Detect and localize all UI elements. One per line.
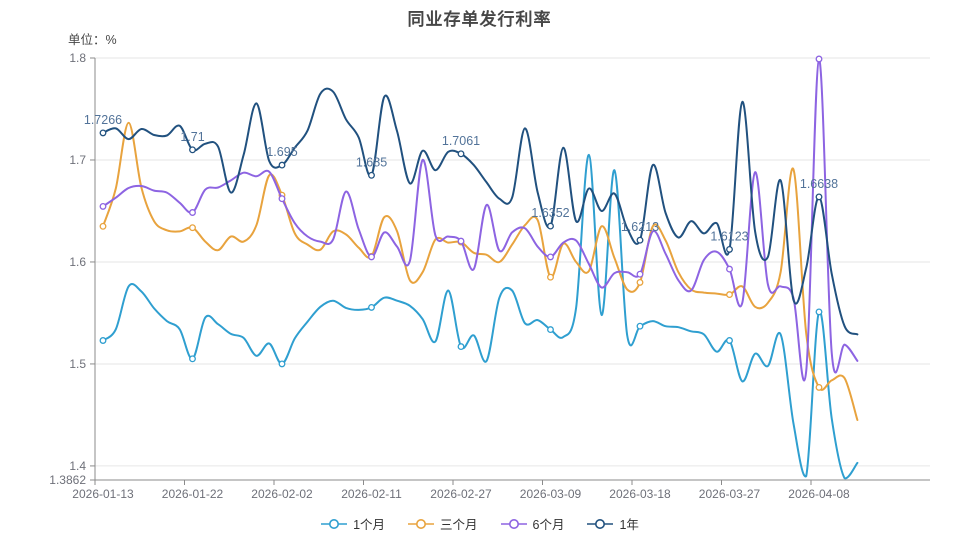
data-point-marker	[189, 355, 196, 363]
svg-text:1.71: 1.71	[180, 130, 204, 144]
data-point-marker	[726, 265, 733, 273]
data-point-marker	[636, 236, 644, 244]
svg-text:1.685: 1.685	[356, 155, 387, 169]
data-point-marker	[457, 237, 465, 245]
svg-text:1.6352: 1.6352	[531, 206, 569, 220]
data-point-marker	[815, 193, 823, 201]
svg-text:1.7266: 1.7266	[84, 113, 122, 127]
data-point-marker	[368, 303, 375, 311]
svg-text:2026-03-18: 2026-03-18	[609, 487, 671, 501]
data-point-marker	[726, 245, 733, 253]
data-point-marker	[636, 270, 644, 278]
legend-item-1个月[interactable]: 1个月	[320, 514, 385, 533]
svg-text:2026-01-13: 2026-01-13	[72, 487, 134, 501]
data-point-marker	[636, 322, 644, 330]
data-point-marker	[189, 146, 196, 154]
svg-text:1.7: 1.7	[69, 153, 86, 167]
legend-item-6个月[interactable]: 6个月	[500, 514, 565, 533]
legend-label: 1年	[619, 518, 639, 532]
legend-line-marker-icon	[500, 518, 527, 529]
svg-text:1.8: 1.8	[69, 51, 86, 65]
series-line-三个月	[102, 121, 859, 421]
y-axis-labels: 1.8 1.7 1.6 1.5 1.41.3862	[49, 51, 95, 487]
data-point-marker	[547, 253, 554, 261]
chart-title: 同业存单发行利率	[407, 10, 552, 29]
data-point-marker	[457, 150, 465, 158]
data-point-marker	[99, 202, 107, 210]
data-point-marker	[726, 291, 733, 299]
unit-label: 单位：%	[68, 33, 117, 47]
svg-text:2026-02-02: 2026-02-02	[251, 487, 313, 501]
grid-lines	[95, 57, 930, 467]
legend-label: 三个月	[440, 518, 478, 532]
legend-line-marker-icon	[587, 518, 614, 529]
data-point-marker	[368, 253, 375, 261]
legend-label: 6个月	[532, 518, 565, 532]
data-point-marker	[189, 209, 196, 216]
svg-text:1.6: 1.6	[69, 255, 86, 269]
legend-line-marker-icon	[321, 518, 348, 529]
axes	[94, 58, 930, 481]
x-axis-labels: 2026-01-13 2026-01-22 2026-02-02 2026-02-11…	[72, 480, 850, 501]
series-line-1年	[102, 87, 859, 336]
svg-text:1.6123: 1.6123	[710, 229, 748, 243]
legend: 1个月 三个月 6个月 1年	[0, 514, 959, 533]
svg-text:2026-03-09: 2026-03-09	[520, 487, 582, 501]
data-point-marker	[547, 273, 554, 281]
legend-item-三个月[interactable]: 三个月	[407, 514, 478, 533]
svg-text:2026-01-22: 2026-01-22	[162, 487, 224, 501]
data-point-marker	[368, 171, 375, 179]
data-point-marker	[815, 55, 823, 63]
svg-text:2026-04-08: 2026-04-08	[788, 487, 850, 501]
data-point-marker	[457, 343, 465, 351]
data-point-marker	[547, 222, 554, 230]
value-annotations: 1.7266 1.71 1.695 1.685 1.7061 1.6352 1.6213 1.…	[84, 113, 838, 244]
series-三个月	[99, 121, 859, 421]
data-point-marker	[815, 383, 823, 391]
data-point-marker	[815, 308, 823, 316]
svg-text:1.6213: 1.6213	[621, 220, 659, 234]
data-point-marker	[99, 129, 107, 137]
svg-text:1.6638: 1.6638	[800, 177, 838, 191]
data-point-marker	[636, 278, 644, 286]
svg-text:1.5: 1.5	[69, 357, 86, 371]
legend-item-1年[interactable]: 1年	[586, 514, 639, 533]
series-line-1个月	[102, 153, 859, 480]
data-point-marker	[726, 337, 733, 344]
svg-text:2026-02-27: 2026-02-27	[430, 487, 492, 501]
legend-label: 1个月	[353, 518, 386, 532]
data-point-marker	[99, 337, 107, 344]
data-point-marker	[189, 224, 196, 232]
svg-text:1.7061: 1.7061	[442, 134, 480, 148]
series-1年	[99, 87, 859, 336]
data-point-marker	[278, 195, 286, 203]
data-point-marker	[278, 161, 286, 169]
svg-text:1.3862: 1.3862	[49, 473, 86, 487]
svg-text:1.4: 1.4	[69, 459, 86, 473]
data-point-marker	[99, 222, 107, 230]
series-1个月	[99, 153, 859, 480]
data-point-marker	[278, 360, 286, 368]
svg-text:2026-02-11: 2026-02-11	[341, 487, 402, 501]
legend-line-marker-icon	[408, 518, 435, 529]
svg-text:1.695: 1.695	[266, 145, 297, 159]
svg-text:2026-03-27: 2026-03-27	[699, 487, 761, 501]
data-point-marker	[547, 326, 554, 334]
